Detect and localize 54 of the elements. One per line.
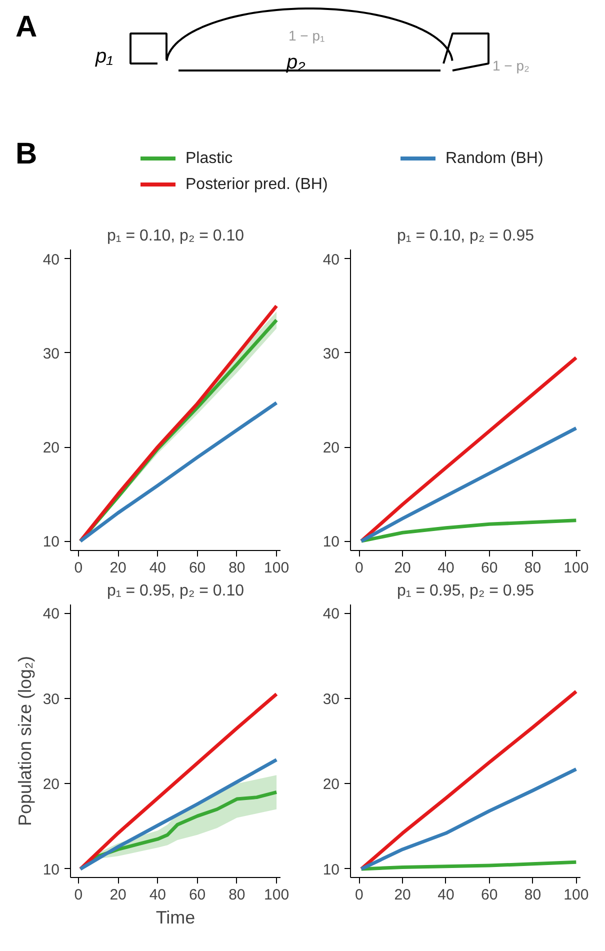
chart-title: p₁ = 0.95, p₂ = 0.95 bbox=[396, 582, 534, 600]
y-tick-label: 30 bbox=[42, 690, 60, 708]
x-tick-label: 0 bbox=[74, 560, 83, 576]
x-tick-label: 60 bbox=[481, 886, 498, 904]
chart-title: p₁ = 0.95, p₂ = 0.10 bbox=[106, 582, 244, 600]
y-axis-title: Population size (log₂) bbox=[14, 656, 35, 826]
legend-label: Posterior pred. (BH) bbox=[186, 176, 328, 193]
y-tick-label: 30 bbox=[322, 345, 340, 362]
x-tick-label: 20 bbox=[110, 886, 126, 904]
text: B bbox=[16, 138, 38, 170]
y-tick-label: 20 bbox=[42, 440, 60, 457]
y-tick-label: 20 bbox=[42, 776, 60, 794]
x-tick-label: 100 bbox=[564, 560, 589, 576]
x-tick-label: 80 bbox=[228, 886, 246, 904]
y-tick-label: 40 bbox=[322, 251, 340, 268]
x-tick-label: 20 bbox=[394, 560, 411, 576]
x-tick-label: 40 bbox=[438, 886, 454, 904]
x-tick-label: 100 bbox=[564, 886, 589, 904]
legend-label: Random (BH) bbox=[446, 150, 544, 167]
legend-label: Plastic bbox=[186, 150, 233, 167]
x-tick-label: 80 bbox=[524, 560, 542, 576]
x-tick-label: 60 bbox=[188, 560, 206, 576]
x-tick-label: 80 bbox=[228, 560, 246, 576]
y-tick-label: 20 bbox=[322, 440, 340, 457]
x-tick-label: 40 bbox=[149, 886, 166, 904]
chart-title: p₁ = 0.10, p₂ = 0.10 bbox=[106, 228, 244, 244]
x-tick-label: 80 bbox=[524, 886, 542, 904]
y-tick-label: 30 bbox=[322, 690, 340, 708]
y-tick-label: 10 bbox=[322, 534, 340, 551]
y-tick-label: 30 bbox=[42, 345, 60, 362]
x-tick-label: 100 bbox=[264, 560, 290, 576]
x-tick-label: 60 bbox=[481, 560, 498, 576]
x-tick-label: 60 bbox=[188, 886, 206, 904]
chart-title: p₁ = 0.10, p₂ = 0.95 bbox=[396, 228, 534, 244]
text: p₁ bbox=[94, 46, 113, 68]
x-tick-label: 0 bbox=[74, 886, 83, 904]
text: 1 − p₁ bbox=[288, 28, 326, 44]
y-tick-label: 40 bbox=[42, 251, 60, 268]
y-tick-label: 10 bbox=[42, 861, 60, 878]
x-tick-label: 20 bbox=[394, 886, 411, 904]
x-axis-title: Time bbox=[156, 908, 196, 928]
x-tick-label: 100 bbox=[264, 886, 290, 904]
x-tick-label: 20 bbox=[110, 560, 126, 576]
y-tick-label: 10 bbox=[322, 861, 340, 878]
y-tick-label: 40 bbox=[322, 606, 340, 623]
x-tick-label: 0 bbox=[355, 560, 364, 576]
y-tick-label: 20 bbox=[322, 776, 340, 794]
text: 1 − p₂ bbox=[492, 58, 530, 74]
text: A bbox=[16, 10, 38, 44]
y-tick-label: 40 bbox=[42, 606, 60, 623]
x-tick-label: 40 bbox=[438, 560, 454, 576]
y-tick-label: 10 bbox=[42, 534, 60, 551]
x-tick-label: 40 bbox=[149, 560, 166, 576]
x-tick-label: 0 bbox=[355, 886, 364, 904]
